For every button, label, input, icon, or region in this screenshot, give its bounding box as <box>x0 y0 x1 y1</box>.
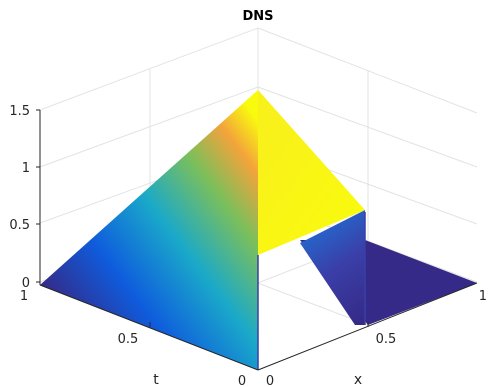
right-face <box>258 90 365 255</box>
tick-marks <box>36 109 369 327</box>
z-tick-label-3: 1.5 <box>9 104 30 119</box>
z-tick-label-2: 1 <box>22 161 30 176</box>
surface <box>40 90 477 370</box>
t-tick-label-0: 0 <box>238 374 246 387</box>
t-tick-label-1: 1 <box>20 289 28 304</box>
t-tick-label-05: 0.5 <box>118 332 139 347</box>
x-tick-label-1: 1 <box>479 289 487 304</box>
chart-title: DNS <box>242 9 273 24</box>
left-face <box>40 90 258 370</box>
x-axis-label: x <box>354 372 362 387</box>
z-tick-label-0: 0 <box>22 276 30 291</box>
x-tick-label-0: 0 <box>266 374 274 387</box>
t-axis-label: t <box>153 372 159 387</box>
z-tick-label-1: 0.5 <box>9 218 30 233</box>
x-tick-label-05: 0.5 <box>376 332 397 347</box>
side-face <box>300 210 365 325</box>
